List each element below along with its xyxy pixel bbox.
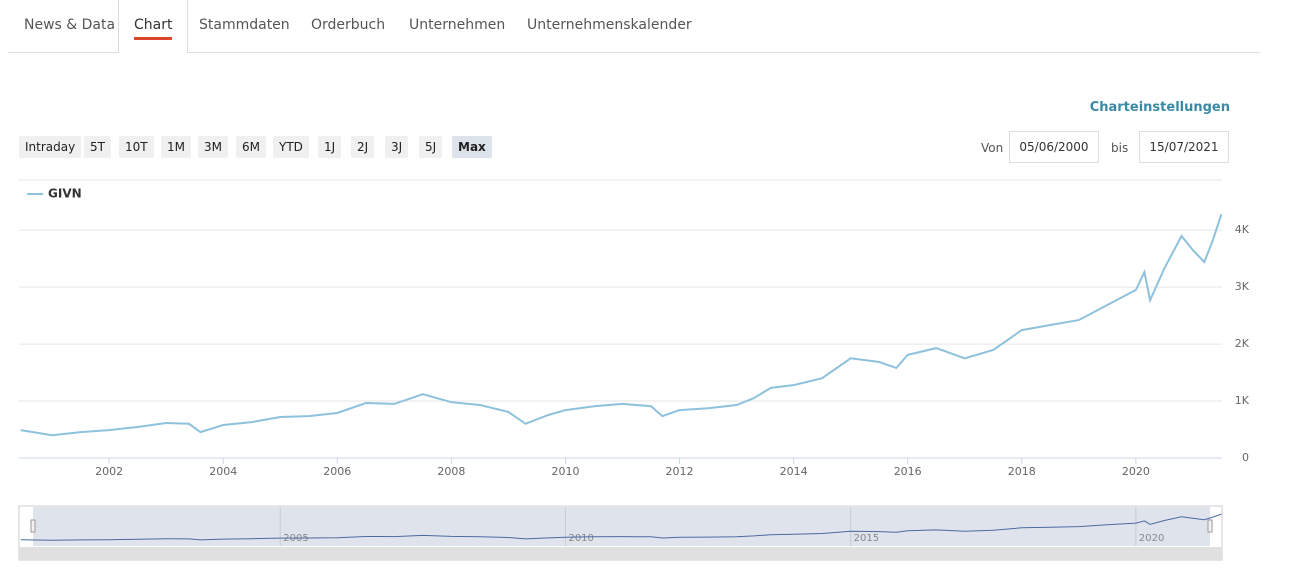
range-button[interactable]: 10T <box>119 136 154 158</box>
navigator-tick-label: 2020 <box>1139 533 1164 544</box>
tab-active[interactable]: Chart <box>118 0 189 53</box>
range-button[interactable]: 3J <box>385 136 409 158</box>
x-tick-label: 2016 <box>894 465 922 478</box>
to-date[interactable]: 15/07/2021 <box>1139 131 1229 163</box>
navigator-handle[interactable] <box>1207 519 1213 533</box>
tab[interactable]: Unternehmen <box>409 17 506 33</box>
tab[interactable]: Stammdaten <box>199 17 290 33</box>
y-tick-label: 2K <box>1235 337 1250 350</box>
y-tick-label: 1K <box>1235 394 1250 407</box>
from-label: Von <box>981 141 1004 155</box>
x-tick-label: 2006 <box>323 465 351 478</box>
to-label: bis <box>1111 141 1129 155</box>
range-button[interactable]: Max <box>452 136 492 158</box>
navigator-handle[interactable] <box>30 519 36 533</box>
y-tick-label: 0 <box>1242 451 1249 464</box>
series-line <box>20 213 1223 437</box>
tab[interactable]: News & Data <box>24 17 116 33</box>
x-tick-label: 2008 <box>437 465 465 478</box>
range-button[interactable]: 5T <box>84 136 111 158</box>
x-tick-label: 2004 <box>209 465 237 478</box>
x-tick-label: 2002 <box>95 465 123 478</box>
navigator-tick-label: 2010 <box>568 533 593 544</box>
tab-label: Chart <box>134 17 173 40</box>
range-button[interactable]: 1J <box>318 136 342 158</box>
x-tick-label: 2014 <box>780 465 808 478</box>
range-button[interactable]: Intraday <box>19 136 82 158</box>
navigator-selection[interactable] <box>33 507 1210 546</box>
x-tick-label: 2012 <box>666 465 694 478</box>
range-button[interactable]: 1M <box>161 136 191 158</box>
tab[interactable]: Unternehmenskalender <box>527 17 692 33</box>
x-tick-label: 2010 <box>551 465 579 478</box>
y-tick-label: 3K <box>1235 280 1250 293</box>
tab[interactable]: Orderbuch <box>311 17 386 33</box>
x-tick-label: 2020 <box>1122 465 1150 478</box>
x-tick-label: 2018 <box>1008 465 1036 478</box>
navigator-line <box>20 513 1222 541</box>
range-button[interactable]: 2J <box>351 136 375 158</box>
legend-label[interactable]: GIVN <box>48 187 82 201</box>
from-date[interactable]: 05/06/2000 <box>1009 131 1099 163</box>
y-tick-label: 4K <box>1235 223 1250 236</box>
range-button[interactable]: 3M <box>198 136 228 158</box>
navigator-tick-label: 2015 <box>854 533 879 544</box>
range-button[interactable]: 5J <box>419 136 443 158</box>
settings-link[interactable]: Charteinstellungen <box>1089 100 1230 115</box>
tab-bar: News & Data Chart Stammdaten Orderbuch U… <box>8 0 1260 53</box>
range-button[interactable]: YTD <box>273 136 309 158</box>
scrollbar[interactable] <box>19 547 1222 560</box>
range-button[interactable]: 6M <box>236 136 266 158</box>
